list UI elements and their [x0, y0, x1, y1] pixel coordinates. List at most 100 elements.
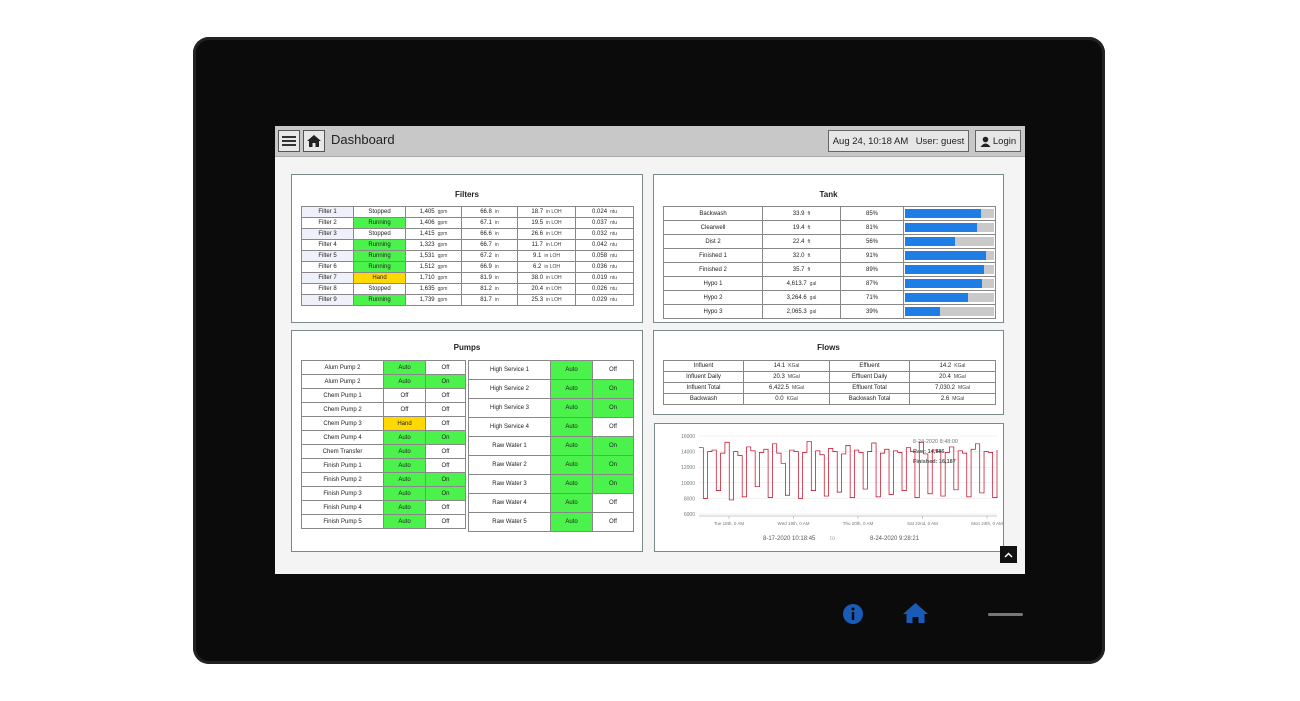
- pump-mode[interactable]: Auto: [550, 360, 593, 380]
- filter-loh-unit: in LOH: [546, 209, 562, 215]
- chart-tooltip-line: Raw: 14,386: [913, 449, 945, 455]
- pump-state[interactable]: Off: [425, 388, 466, 403]
- pump-mode[interactable]: Auto: [383, 430, 426, 445]
- pump-state[interactable]: Off: [592, 493, 634, 513]
- pump-mode[interactable]: Auto: [550, 398, 593, 418]
- tank-row[interactable]: Hypo 3 2,065.3 gal 39%: [663, 304, 996, 319]
- menu-button[interactable]: [278, 130, 300, 152]
- pump-state[interactable]: Off: [425, 416, 466, 431]
- pump-mode[interactable]: Auto: [383, 444, 426, 459]
- pump-row[interactable]: Raw Water 5 Auto Off: [468, 512, 634, 532]
- home-button[interactable]: [303, 130, 325, 152]
- pump-state[interactable]: On: [592, 398, 634, 418]
- pump-row[interactable]: Chem Transfer Auto Off: [301, 444, 466, 459]
- tank-row[interactable]: Hypo 1 4,613.7 gal 87%: [663, 276, 996, 291]
- pump-mode[interactable]: Off: [383, 388, 426, 403]
- pump-state[interactable]: On: [425, 472, 466, 487]
- filter-name: Filter 9: [301, 294, 354, 306]
- pump-row[interactable]: Raw Water 3 Auto On: [468, 474, 634, 494]
- home-icon[interactable]: [902, 602, 929, 624]
- tank-row[interactable]: Finished 1 32.0 ft 91%: [663, 248, 996, 263]
- pump-row[interactable]: Chem Pump 4 Auto On: [301, 430, 466, 445]
- pump-state[interactable]: Off: [425, 444, 466, 459]
- filter-row[interactable]: Filter 9 Running 1,739 gpm 81.7 in 25.3 in LOH 0…: [301, 294, 634, 306]
- info-icon[interactable]: [842, 603, 864, 625]
- pump-state[interactable]: Off: [425, 500, 466, 515]
- pump-row[interactable]: High Service 3 Auto On: [468, 398, 634, 418]
- pump-state[interactable]: Off: [425, 458, 466, 473]
- tank-row[interactable]: Finished 2 35.7 ft 89%: [663, 262, 996, 277]
- pump-mode[interactable]: Off: [383, 402, 426, 417]
- pump-row[interactable]: High Service 4 Auto Off: [468, 417, 634, 437]
- pump-mode[interactable]: Auto: [383, 472, 426, 487]
- pump-mode[interactable]: Auto: [383, 374, 426, 389]
- pump-row[interactable]: Chem Pump 2 Off Off: [301, 402, 466, 417]
- pump-row[interactable]: Chem Pump 3 Hand Off: [301, 416, 466, 431]
- flow-value: 7,030.2 MGal: [909, 382, 996, 394]
- filter-level-unit: in: [494, 231, 499, 237]
- pump-row[interactable]: Finish Pump 2 Auto On: [301, 472, 466, 487]
- pump-mode[interactable]: Auto: [383, 514, 426, 529]
- pump-row[interactable]: High Service 2 Auto On: [468, 379, 634, 399]
- pump-row[interactable]: Raw Water 4 Auto Off: [468, 493, 634, 513]
- pump-mode[interactable]: Auto: [550, 474, 593, 494]
- pump-state[interactable]: On: [425, 486, 466, 501]
- tank-percent: 85%: [840, 206, 904, 221]
- filter-row[interactable]: Filter 4 Running 1,323 gpm 66.7 in 11.7 in LOH 0…: [301, 239, 634, 251]
- pump-row[interactable]: Raw Water 1 Auto On: [468, 436, 634, 456]
- pump-mode[interactable]: Auto: [550, 379, 593, 399]
- pump-mode[interactable]: Auto: [383, 500, 426, 515]
- tank-row[interactable]: Dist 2 22.4 ft 56%: [663, 234, 996, 249]
- filter-level-value: 81.9: [480, 275, 492, 281]
- pump-state[interactable]: On: [592, 379, 634, 399]
- login-button[interactable]: Login: [975, 130, 1021, 152]
- pump-mode[interactable]: Auto: [383, 360, 426, 375]
- pump-mode[interactable]: Auto: [383, 486, 426, 501]
- tank-row[interactable]: Clearwell 19.4 ft 81%: [663, 220, 996, 235]
- tank-row[interactable]: Backwash 33.9 ft 85%: [663, 206, 996, 221]
- pump-state[interactable]: Off: [425, 360, 466, 375]
- pump-state[interactable]: On: [425, 374, 466, 389]
- filter-row[interactable]: Filter 5 Running 1,531 gpm 67.2 in 9.1 in LOH 0.…: [301, 250, 634, 262]
- trend-chart[interactable]: 16000 14000 12000 10000 8000 6000 Tue 18th, 0 …: [655, 424, 1003, 551]
- pump-mode[interactable]: Auto: [550, 512, 593, 532]
- flow-value: 14.1 KGal: [743, 360, 830, 372]
- pump-row[interactable]: High Service 1 Auto Off: [468, 360, 634, 380]
- filter-row[interactable]: Filter 8 Stopped 1,635 gpm 81.2 in 20.4 in LOH 0…: [301, 283, 634, 295]
- pump-state[interactable]: On: [592, 474, 634, 494]
- pump-state[interactable]: On: [592, 436, 634, 456]
- datetime: Aug 24, 10:18 AM: [832, 135, 909, 147]
- filter-row[interactable]: Filter 1 Stopped 1,405 gpm 66.8 in 18.7 in LOH 0…: [301, 206, 634, 218]
- filter-flow-value: 1,710: [419, 275, 435, 281]
- pump-state[interactable]: On: [425, 430, 466, 445]
- filter-row[interactable]: Filter 2 Running 1,406 gpm 67.1 in 19.5 in LOH 0…: [301, 217, 634, 229]
- filter-row[interactable]: Filter 6 Running 1,512 gpm 66.9 in 6.2 in LOH 0.…: [301, 261, 634, 273]
- pump-state[interactable]: Off: [592, 360, 634, 380]
- filter-row[interactable]: Filter 7 Hand 1,710 gpm 81.9 in 38.0 in LOH 0.01…: [301, 272, 634, 284]
- pump-state[interactable]: Off: [592, 417, 634, 437]
- pump-mode[interactable]: Auto: [550, 493, 593, 513]
- filter-level-unit: in: [494, 297, 499, 303]
- pump-row[interactable]: Alum Pump 2 Auto On: [301, 374, 466, 389]
- pump-state[interactable]: On: [592, 455, 634, 475]
- pump-mode[interactable]: Hand: [383, 416, 426, 431]
- pump-mode[interactable]: Auto: [550, 455, 593, 475]
- pump-mode[interactable]: Auto: [383, 458, 426, 473]
- pump-state[interactable]: Off: [592, 512, 634, 532]
- scroll-top-button[interactable]: [1000, 546, 1017, 563]
- pump-name: Finish Pump 4: [301, 500, 384, 515]
- tank-row[interactable]: Hypo 2 3,264.6 gal 71%: [663, 290, 996, 305]
- filter-level: 81.7 in: [461, 294, 518, 306]
- pump-row[interactable]: Raw Water 2 Auto On: [468, 455, 634, 475]
- pump-mode[interactable]: Auto: [550, 436, 593, 456]
- pump-mode[interactable]: Auto: [550, 417, 593, 437]
- pump-row[interactable]: Finish Pump 1 Auto Off: [301, 458, 466, 473]
- pump-row[interactable]: Finish Pump 4 Auto Off: [301, 500, 466, 515]
- pump-row[interactable]: Chem Pump 1 Off Off: [301, 388, 466, 403]
- pump-row[interactable]: Alum Pump 2 Auto Off: [301, 360, 466, 375]
- pump-row[interactable]: Finish Pump 3 Auto On: [301, 486, 466, 501]
- pump-state[interactable]: Off: [425, 514, 466, 529]
- filter-row[interactable]: Filter 3 Stopped 1,415 gpm 66.6 in 26.6 in LOH 0…: [301, 228, 634, 240]
- pump-state[interactable]: Off: [425, 402, 466, 417]
- pump-row[interactable]: Finish Pump 5 Auto Off: [301, 514, 466, 529]
